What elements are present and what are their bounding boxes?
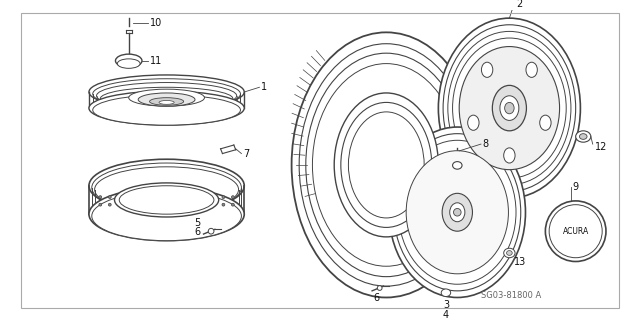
Ellipse shape: [105, 92, 228, 111]
Circle shape: [99, 203, 102, 206]
Ellipse shape: [492, 85, 527, 131]
Ellipse shape: [117, 59, 140, 68]
Circle shape: [545, 201, 606, 262]
Ellipse shape: [93, 79, 241, 109]
Text: ACURA: ACURA: [563, 227, 589, 236]
Ellipse shape: [299, 44, 474, 286]
Circle shape: [222, 203, 225, 206]
Text: 4: 4: [443, 309, 449, 319]
Circle shape: [208, 228, 214, 234]
Ellipse shape: [95, 167, 239, 212]
Ellipse shape: [442, 193, 472, 231]
Ellipse shape: [89, 91, 244, 125]
Circle shape: [108, 203, 111, 206]
Text: 11: 11: [150, 56, 162, 66]
Circle shape: [118, 196, 121, 198]
Ellipse shape: [334, 93, 438, 237]
Ellipse shape: [100, 87, 233, 110]
Ellipse shape: [504, 148, 515, 163]
Ellipse shape: [97, 83, 237, 109]
Circle shape: [118, 203, 121, 206]
Ellipse shape: [348, 112, 424, 218]
Circle shape: [203, 203, 206, 206]
Circle shape: [232, 196, 234, 198]
Ellipse shape: [119, 186, 214, 214]
Text: 7: 7: [243, 149, 250, 159]
Ellipse shape: [443, 25, 575, 191]
Ellipse shape: [452, 38, 566, 178]
Circle shape: [212, 203, 216, 206]
Text: 8: 8: [483, 139, 489, 149]
Ellipse shape: [394, 134, 521, 291]
Ellipse shape: [92, 191, 241, 241]
Ellipse shape: [504, 248, 515, 258]
Ellipse shape: [448, 31, 571, 185]
Circle shape: [454, 209, 461, 216]
Circle shape: [127, 196, 130, 198]
Circle shape: [137, 203, 140, 206]
Text: 10: 10: [150, 18, 162, 28]
Ellipse shape: [459, 47, 559, 170]
Circle shape: [378, 286, 382, 290]
Circle shape: [203, 196, 206, 198]
Text: 5: 5: [194, 218, 200, 228]
Ellipse shape: [115, 183, 219, 217]
Text: 13: 13: [514, 257, 526, 267]
Ellipse shape: [159, 100, 174, 104]
Ellipse shape: [481, 62, 493, 78]
Ellipse shape: [341, 102, 432, 227]
Text: 3: 3: [443, 300, 449, 310]
Circle shape: [222, 196, 225, 198]
Ellipse shape: [406, 151, 508, 274]
Ellipse shape: [540, 115, 551, 130]
Ellipse shape: [468, 115, 479, 130]
Circle shape: [137, 196, 140, 198]
Ellipse shape: [450, 203, 465, 222]
Circle shape: [127, 203, 130, 206]
Text: 6: 6: [374, 293, 380, 303]
Ellipse shape: [292, 32, 481, 298]
Circle shape: [193, 196, 196, 198]
Ellipse shape: [575, 131, 591, 142]
Circle shape: [99, 196, 102, 198]
Ellipse shape: [441, 289, 451, 297]
Ellipse shape: [115, 54, 142, 67]
Ellipse shape: [438, 18, 580, 198]
Ellipse shape: [526, 62, 538, 78]
Ellipse shape: [312, 63, 460, 266]
Ellipse shape: [89, 75, 244, 109]
Circle shape: [549, 205, 602, 258]
Ellipse shape: [129, 89, 204, 106]
Ellipse shape: [89, 188, 244, 241]
Text: 1: 1: [261, 82, 268, 92]
Ellipse shape: [93, 95, 241, 125]
Ellipse shape: [138, 93, 195, 106]
Ellipse shape: [579, 134, 587, 139]
Text: 6: 6: [194, 227, 200, 237]
Circle shape: [212, 196, 216, 198]
Circle shape: [108, 196, 111, 198]
Ellipse shape: [452, 162, 462, 169]
Ellipse shape: [500, 96, 519, 120]
Circle shape: [193, 203, 196, 206]
Ellipse shape: [306, 53, 467, 277]
Text: SG03-81800 A: SG03-81800 A: [481, 291, 541, 300]
Ellipse shape: [150, 98, 184, 105]
Text: 2: 2: [516, 0, 522, 9]
Ellipse shape: [389, 127, 525, 298]
Circle shape: [232, 203, 234, 206]
Ellipse shape: [89, 159, 244, 212]
Text: 9: 9: [573, 182, 579, 192]
Ellipse shape: [399, 140, 516, 284]
Ellipse shape: [506, 251, 512, 255]
Ellipse shape: [505, 102, 514, 114]
Text: 12: 12: [595, 142, 607, 152]
Ellipse shape: [92, 163, 241, 212]
